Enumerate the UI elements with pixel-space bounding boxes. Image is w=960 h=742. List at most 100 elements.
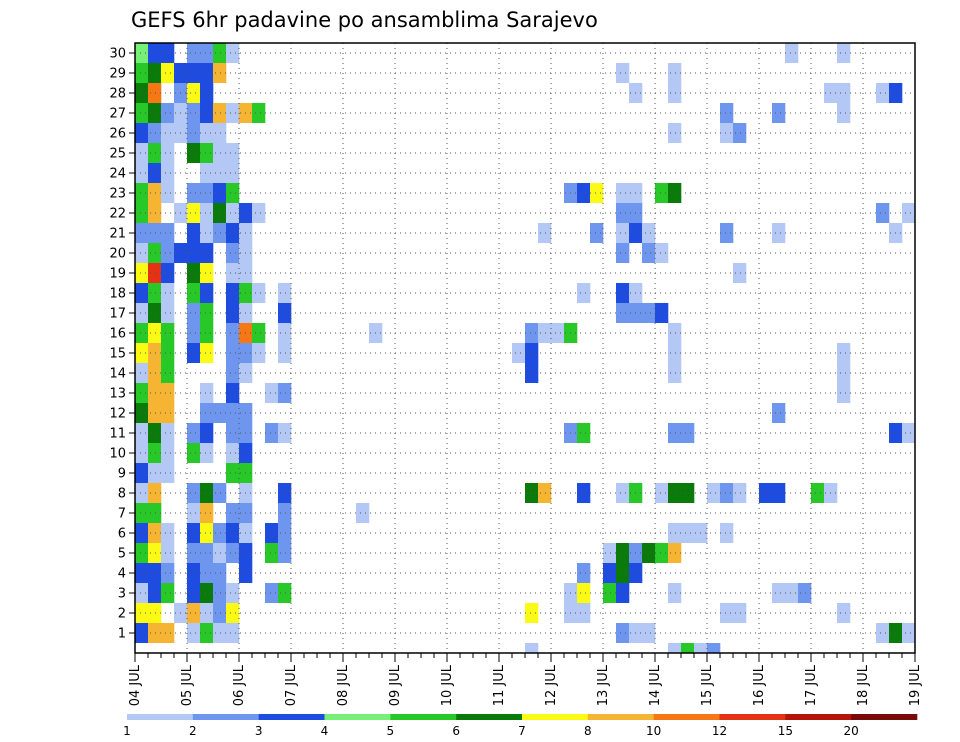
- heatmap-cell: [187, 63, 201, 83]
- heatmap-cell: [213, 603, 227, 623]
- y-tick-label: 7: [118, 507, 126, 522]
- heatmap-cell: [148, 283, 162, 303]
- heatmap-cell: [707, 483, 721, 503]
- heatmap-cell: [161, 63, 175, 83]
- heatmap-cell: [902, 423, 916, 443]
- heatmap-cell: [226, 263, 240, 283]
- heatmap-cell: [161, 443, 175, 463]
- heatmap-cell: [278, 343, 292, 363]
- heatmap-cell: [135, 103, 149, 123]
- heatmap-cell: [265, 383, 279, 403]
- colorbar-tick-label: 2: [189, 724, 197, 738]
- heatmap-cell: [733, 263, 747, 283]
- heatmap-cell: [187, 483, 201, 503]
- heatmap-cell: [668, 523, 682, 543]
- heatmap-cell: [135, 263, 149, 283]
- heatmap-cell: [200, 603, 214, 623]
- heatmap-cell: [213, 123, 227, 143]
- heatmap-cell: [187, 83, 201, 103]
- heatmap-cell: [135, 163, 149, 183]
- heatmap-cell: [226, 503, 240, 523]
- x-tick-label: 18 JUL: [856, 664, 871, 706]
- y-tick-label: 20: [109, 247, 126, 262]
- heatmap-cell: [187, 443, 201, 463]
- y-tick-label: 12: [109, 407, 126, 422]
- heatmap-cell: [642, 223, 656, 243]
- heatmap-cell: [135, 583, 149, 603]
- heatmap-cell: [200, 183, 214, 203]
- heatmap-cell: [226, 363, 240, 383]
- y-tick-label: 28: [109, 87, 126, 102]
- heatmap-cell: [356, 503, 370, 523]
- heatmap-cell: [187, 203, 201, 223]
- heatmap-cell: [161, 623, 175, 643]
- heatmap-cell: [161, 463, 175, 483]
- heatmap-cell: [226, 223, 240, 243]
- x-tick-label: 16 JUL: [752, 664, 767, 706]
- y-tick-label: 26: [109, 127, 126, 142]
- x-tick-label: 04 JUL: [128, 664, 143, 706]
- heatmap-cell: [161, 283, 175, 303]
- heatmap-cell: [655, 483, 669, 503]
- heatmap-cell: [785, 43, 799, 63]
- heatmap-cell: [135, 343, 149, 363]
- colorbar-tick-label: 6: [452, 724, 460, 738]
- heatmap-cell: [525, 343, 539, 363]
- heatmap-cell: [525, 643, 539, 653]
- heatmap-cell: [616, 223, 630, 243]
- heatmap-cell: [668, 643, 682, 653]
- heatmap-cell: [135, 363, 149, 383]
- heatmap-cell: [161, 323, 175, 343]
- colorbar-swatch: [719, 714, 786, 720]
- heatmap-cell: [577, 183, 591, 203]
- heatmap-cell: [161, 523, 175, 543]
- heatmap-cell: [642, 303, 656, 323]
- heatmap-cell: [642, 543, 656, 563]
- heatmap-cell: [616, 543, 630, 563]
- heatmap-cell: [720, 483, 734, 503]
- heatmap-cell: [148, 423, 162, 443]
- heatmap-cell: [668, 583, 682, 603]
- heatmap-cell: [226, 183, 240, 203]
- heatmap-cell: [187, 603, 201, 623]
- heatmap-cell: [148, 503, 162, 523]
- heatmap-cell: [668, 423, 682, 443]
- heatmap-cell: [135, 223, 149, 243]
- heatmap-cell: [668, 343, 682, 363]
- heatmap-cell: [265, 523, 279, 543]
- heatmap-cell: [200, 223, 214, 243]
- heatmap-cell: [200, 123, 214, 143]
- heatmap-cell: [135, 323, 149, 343]
- heatmap-cell: [616, 243, 630, 263]
- y-tick-label: 14: [109, 367, 126, 382]
- heatmap-cell: [200, 343, 214, 363]
- heatmap-cell: [278, 543, 292, 563]
- heatmap-cell: [772, 583, 786, 603]
- heatmap-cell: [226, 603, 240, 623]
- heatmap-cell: [200, 403, 214, 423]
- x-tick-label: 07 JUL: [284, 664, 299, 706]
- heatmap-cell: [148, 183, 162, 203]
- heatmap-cell: [733, 483, 747, 503]
- heatmap-cell: [148, 263, 162, 283]
- heatmap-cell: [213, 623, 227, 643]
- heatmap-cell: [226, 543, 240, 563]
- heatmap-cell: [200, 83, 214, 103]
- heatmap-cell: [200, 483, 214, 503]
- heatmap-cell: [200, 283, 214, 303]
- heatmap-cell: [278, 503, 292, 523]
- heatmap-cell: [538, 483, 552, 503]
- heatmap-cell: [135, 543, 149, 563]
- heatmap-cell: [187, 243, 201, 263]
- heatmap-cell: [187, 563, 201, 583]
- colorbar-tick-label: 8: [584, 724, 592, 738]
- heatmap-cell: [668, 123, 682, 143]
- heatmap-cell: [668, 183, 682, 203]
- heatmap-cell: [161, 583, 175, 603]
- heatmap-cell: [226, 423, 240, 443]
- y-tick-label: 3: [118, 587, 126, 602]
- heatmap-cell: [187, 303, 201, 323]
- heatmap-cell: [681, 643, 695, 653]
- heatmap-cell: [161, 43, 175, 63]
- heatmap-cell: [135, 423, 149, 443]
